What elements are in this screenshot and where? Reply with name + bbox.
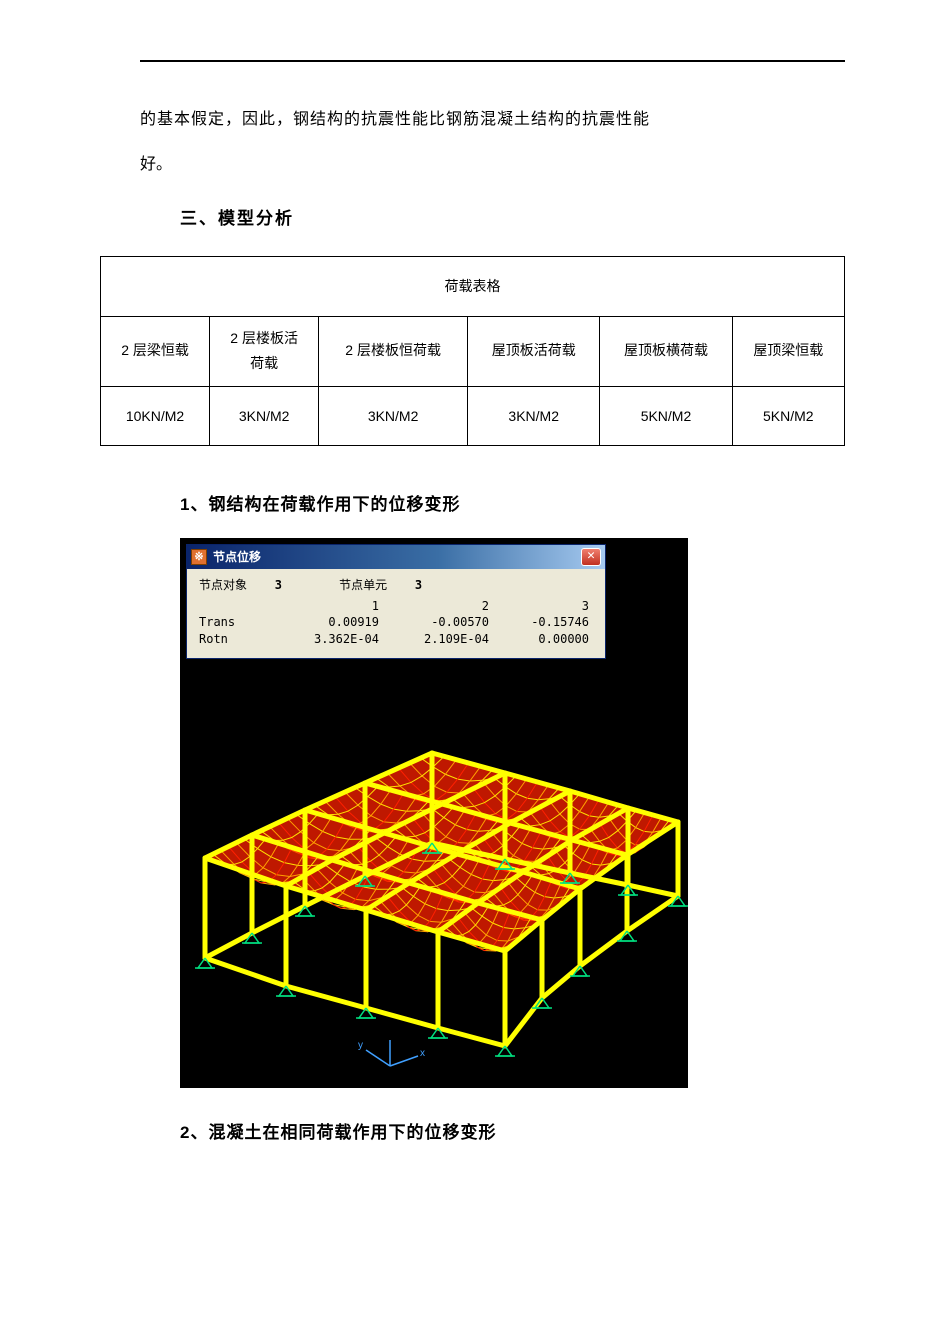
section-3-heading: 三、模型分析 [180, 200, 845, 237]
intro-paragraph-line1: 的基本假定，因此，钢结构的抗震性能比钢筋混凝土结构的抗震性能 [140, 102, 845, 137]
row-label-trans: Trans [199, 614, 279, 631]
load-table-header: 屋顶板横荷载 [600, 316, 732, 386]
col-header: 1 [279, 598, 389, 615]
rotn-2: 2.109E-04 [389, 631, 499, 648]
trans-3: -0.15746 [499, 614, 589, 631]
rotn-1: 3.362E-04 [279, 631, 389, 648]
dialog-titlebar[interactable]: ※ 节点位移 ✕ [187, 545, 605, 569]
load-table-cell: 5KN/M2 [600, 386, 732, 446]
rotn-3: 0.00000 [499, 631, 589, 648]
node-displacement-dialog: ※ 节点位移 ✕ 节点对象 3 节点单元 3 1 2 3 [186, 544, 606, 659]
load-table-header: 2 层梁恒载 [101, 316, 210, 386]
svg-text:x: x [420, 1048, 425, 1059]
node-object-label: 节点对象 [199, 578, 247, 592]
load-table-cell: 3KN/M2 [468, 386, 600, 446]
load-table-cell: 3KN/M2 [210, 386, 319, 446]
load-table-header: 屋顶板活荷载 [468, 316, 600, 386]
load-table-header: 2 层楼板恒荷载 [319, 316, 468, 386]
load-table-cell: 10KN/M2 [101, 386, 210, 446]
steel-structure-displacement-figure: x y ※ 节点位移 ✕ 节点对象 3 节点单元 3 1 2 [180, 538, 688, 1088]
horizontal-rule [140, 60, 845, 62]
intro-paragraph-line2: 好。 [140, 147, 845, 182]
load-table-cell: 5KN/M2 [732, 386, 844, 446]
close-icon[interactable]: ✕ [581, 548, 601, 566]
dialog-body: 节点对象 3 节点单元 3 1 2 3 Trans 0.00919 -0.005… [187, 569, 605, 658]
trans-1: 0.00919 [279, 614, 389, 631]
load-table-header: 2 层楼板活荷载 [210, 316, 319, 386]
subsection-2-heading: 2、混凝土在相同荷载作用下的位移变形 [180, 1114, 845, 1151]
dialog-title-text: 节点位移 [213, 544, 261, 570]
app-icon: ※ [191, 549, 207, 565]
load-table-cell: 3KN/M2 [319, 386, 468, 446]
load-table-data-row: 10KN/M2 3KN/M2 3KN/M2 3KN/M2 5KN/M2 5KN/… [101, 386, 845, 446]
load-table-header-row: 2 层梁恒载 2 层楼板活荷载 2 层楼板恒荷载 屋顶板活荷载 屋顶板横荷载 屋… [101, 316, 845, 386]
row-label-rotn: Rotn [199, 631, 279, 648]
load-table-header: 屋顶梁恒载 [732, 316, 844, 386]
col-header: 2 [389, 598, 499, 615]
node-object-value: 3 [275, 578, 282, 592]
subsection-1-heading: 1、钢结构在荷载作用下的位移变形 [180, 486, 845, 523]
svg-text:y: y [358, 1040, 363, 1051]
col-header: 3 [499, 598, 589, 615]
load-table-caption: 荷载表格 [101, 256, 845, 316]
load-table: 荷载表格 2 层梁恒载 2 层楼板活荷载 2 层楼板恒荷载 屋顶板活荷载 屋顶板… [100, 256, 845, 447]
node-unit-label: 节点单元 [339, 578, 387, 592]
node-unit-value: 3 [415, 578, 422, 592]
trans-2: -0.00570 [389, 614, 499, 631]
